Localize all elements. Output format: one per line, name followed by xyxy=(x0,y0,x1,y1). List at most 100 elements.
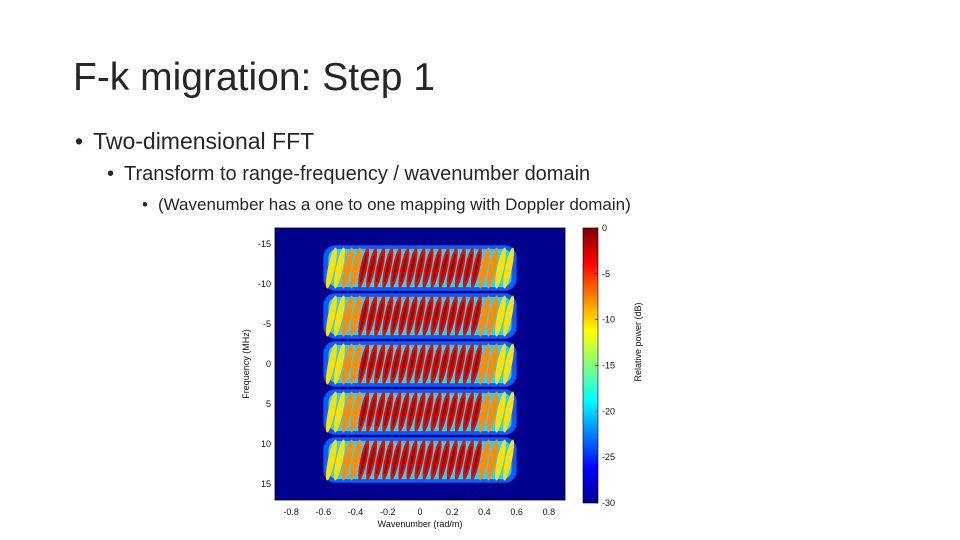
ripple-core xyxy=(376,445,384,475)
ripple-core xyxy=(416,445,424,475)
colorbar-tick-label: -10 xyxy=(602,315,615,325)
ripple-peak xyxy=(478,391,490,433)
bullet-text: Two-dimensional FFT xyxy=(93,128,315,154)
ripple-core xyxy=(416,349,424,379)
ripple-core xyxy=(376,301,384,331)
ripple-peak xyxy=(487,295,498,337)
ripple-core xyxy=(456,397,464,427)
ripple-peak xyxy=(325,343,337,385)
ripple-core xyxy=(456,445,464,475)
bullet-marker: • xyxy=(75,128,84,154)
bullet-level-1: • Two-dimensional FFT xyxy=(75,128,314,155)
ripple-core xyxy=(465,349,472,379)
ripple-core xyxy=(384,445,392,475)
colorbar-tick-label: -5 xyxy=(602,269,610,279)
ripple-peak xyxy=(495,439,507,481)
ripple-peak xyxy=(495,247,507,289)
ripple-core xyxy=(408,301,416,331)
ripple-peak xyxy=(487,247,498,289)
ripple-core xyxy=(384,253,392,283)
ripple-core xyxy=(440,349,448,379)
ripple-peak xyxy=(342,343,353,385)
x-tick-label: 0.8 xyxy=(543,507,556,517)
ripple-core xyxy=(376,349,384,379)
spectrum-band xyxy=(323,245,517,291)
ripple-core xyxy=(424,301,432,331)
y-axis-label: Frequency (MHz) xyxy=(241,329,251,399)
ripple-core xyxy=(368,397,375,427)
ripple-core xyxy=(448,445,456,475)
colorbar-tick-label: 0 xyxy=(602,223,607,233)
spectrum-band xyxy=(323,437,517,483)
y-tick-label: 10 xyxy=(261,439,271,449)
ripple-core xyxy=(384,301,392,331)
ripple-peak xyxy=(325,295,337,337)
colorbar-label: Relative power (dB) xyxy=(633,302,643,381)
ripple-core xyxy=(384,397,392,427)
ripple-core xyxy=(368,445,375,475)
ripple-core xyxy=(368,301,375,331)
bullet-marker: • xyxy=(142,195,148,214)
y-tick-label: -5 xyxy=(263,319,271,329)
ripple-peak xyxy=(478,439,490,481)
ripple-core xyxy=(465,301,472,331)
ripple-core xyxy=(440,301,448,331)
ripple-core xyxy=(448,253,456,283)
ripple-peak xyxy=(333,295,345,337)
ripple-peak xyxy=(350,247,362,289)
ripple-core xyxy=(416,301,424,331)
colorbar-ticks: 0 -5 -10 -15 -20 -25 -30 xyxy=(595,223,615,508)
colorbar-tick-label: -30 xyxy=(602,498,615,508)
y-tick-label: 5 xyxy=(266,399,271,409)
ripple-core xyxy=(408,253,416,283)
ripple-core xyxy=(368,349,375,379)
ripple-core xyxy=(360,445,367,475)
ripple-peak xyxy=(342,247,353,289)
ripple-core xyxy=(408,445,416,475)
colorbar-tick-label: -15 xyxy=(602,361,615,371)
ripple-peak xyxy=(495,391,507,433)
ripple-peak xyxy=(333,247,345,289)
ripple-core xyxy=(368,253,375,283)
spectrum-band xyxy=(323,389,517,435)
ripple-core xyxy=(392,445,400,475)
ripple-core xyxy=(400,397,408,427)
spectrum-band xyxy=(323,341,517,387)
ripple-core xyxy=(408,349,416,379)
y-tick-label: -15 xyxy=(258,239,271,249)
ripple-core xyxy=(424,397,432,427)
ripple-peak xyxy=(478,295,490,337)
ripple-peak xyxy=(503,247,515,289)
ripple-core xyxy=(432,349,440,379)
ripple-core xyxy=(400,349,408,379)
ripple-peak xyxy=(478,343,490,385)
ripple-core xyxy=(400,445,408,475)
ripple-core xyxy=(440,445,448,475)
ripple-core xyxy=(448,349,456,379)
slide-title: F-k migration: Step 1 xyxy=(73,56,435,99)
ripple-peak xyxy=(325,247,337,289)
ripple-core xyxy=(392,349,400,379)
colorbar-tick-label: -20 xyxy=(602,406,615,416)
ripple-core xyxy=(448,301,456,331)
ripple-core xyxy=(456,253,464,283)
y-tick-label: -10 xyxy=(258,279,271,289)
x-tick-label: -0.2 xyxy=(380,507,396,517)
ripple-core xyxy=(360,397,367,427)
colorbar-tick-label: -25 xyxy=(602,452,615,462)
ripple-peak xyxy=(342,439,353,481)
ripple-peak xyxy=(503,343,515,385)
ripple-core xyxy=(465,445,472,475)
ripple-core xyxy=(440,397,448,427)
ripple-peak xyxy=(495,343,507,385)
ripple-peak xyxy=(487,439,498,481)
x-tick-label: 0.2 xyxy=(446,507,459,517)
ripple-core xyxy=(473,445,480,475)
ripple-core xyxy=(432,445,440,475)
ripple-peak xyxy=(478,247,490,289)
ripple-core xyxy=(465,253,472,283)
ripple-core xyxy=(360,301,367,331)
ripple-core xyxy=(376,253,384,283)
ripple-peak xyxy=(333,343,345,385)
x-tick-label: 0 xyxy=(417,507,422,517)
